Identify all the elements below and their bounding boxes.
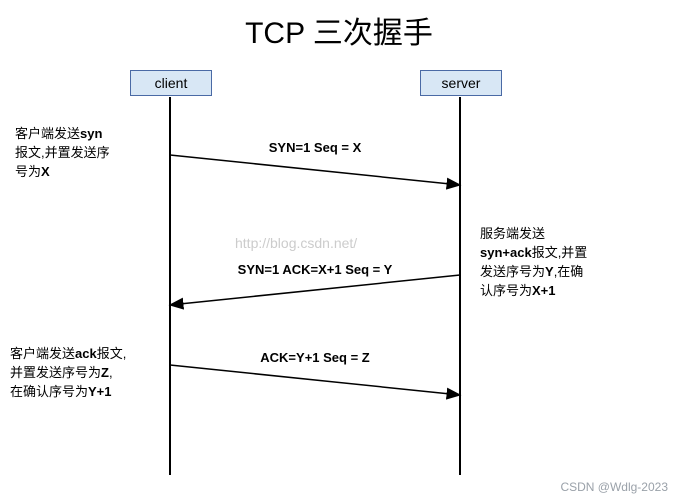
credit-text: CSDN @Wdlg-2023 [560,480,668,494]
msg-synack-label: SYN=1 ACK=X+1 Seq = Y [170,262,460,277]
watermark-text: http://blog.csdn.net/ [235,235,357,251]
note-client-ack: 客户端发送ack报文,并置发送序号为Z,在确认序号为Y+1 [10,345,126,402]
note-server-synack: 服务端发送syn+ack报文,并置发送序号为Y,在确认序号为X+1 [480,225,587,300]
msg-syn-label: SYN=1 Seq = X [170,140,460,155]
msg-ack-label: ACK=Y+1 Seq = Z [170,350,460,365]
server-box: server [420,70,502,96]
note-client-syn: 客户端发送syn报文,并置发送序号为X [15,125,110,182]
diagram-title: TCP 三次握手 [0,0,678,52]
client-box: client [130,70,212,96]
